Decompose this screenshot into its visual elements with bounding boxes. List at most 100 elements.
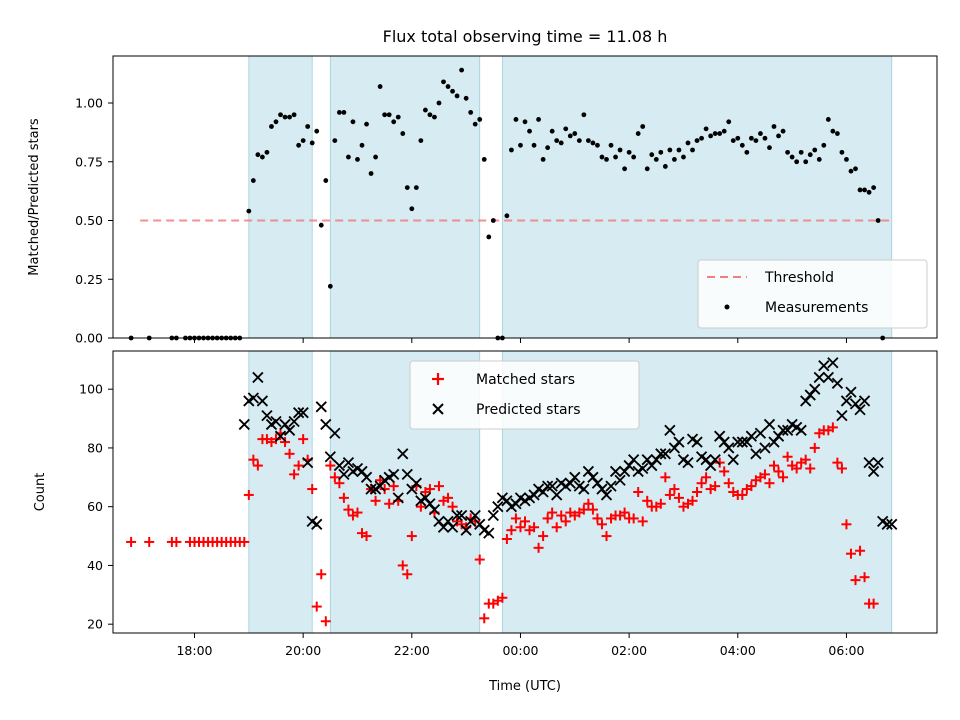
measurement-point — [694, 138, 700, 144]
measurement-point — [314, 128, 320, 134]
measurement-point — [681, 154, 686, 160]
measurement-point — [672, 157, 677, 162]
measurement-point — [649, 152, 655, 158]
predicted-point — [605, 480, 617, 492]
matched-point — [782, 451, 793, 462]
predicted-point — [501, 495, 513, 507]
predicted-point — [781, 424, 794, 436]
matched-point — [859, 572, 870, 583]
matched-point — [338, 492, 349, 503]
measurement-point — [844, 157, 849, 162]
measurement-point — [631, 154, 637, 160]
measurement-point — [454, 93, 460, 99]
matched-point — [836, 463, 847, 474]
predicted-point — [637, 462, 649, 475]
predicted-point — [410, 477, 422, 489]
predicted-point — [465, 515, 477, 528]
matched-point — [791, 463, 802, 474]
legend-predicted-swatch — [432, 403, 444, 415]
legend-measurements-swatch — [724, 304, 730, 310]
matched-point — [447, 501, 458, 512]
measurement-point — [771, 124, 777, 129]
measurement-point — [305, 124, 311, 129]
measurement-point — [776, 133, 781, 139]
predicted-point — [727, 454, 739, 466]
top-y-ticks: 0.00 0.25 0.50 0.75 1.00 — [75, 96, 113, 346]
matched-point — [284, 448, 295, 459]
matched-point — [424, 484, 435, 495]
matched-point — [506, 525, 517, 536]
predicted-point — [437, 521, 450, 533]
predicted-point — [872, 456, 884, 469]
predicted-point — [492, 501, 504, 513]
predicted-point — [274, 430, 287, 442]
top-panel: 0.00 0.25 0.50 0.75 1.00 Flux total observin… — [27, 27, 938, 346]
measurement-point — [373, 154, 378, 160]
matched-point — [746, 481, 757, 492]
measurement-point — [291, 112, 297, 118]
predicted-point — [483, 527, 495, 539]
predicted-point — [433, 515, 445, 528]
bottom-legend: Matched stars Predicted stars — [409, 360, 640, 430]
y-tick-label: 80 — [87, 440, 103, 455]
predicted-point — [664, 424, 676, 436]
predicted-point — [587, 471, 599, 483]
measurement-point — [459, 67, 465, 73]
measurement-point — [409, 206, 415, 212]
matched-point — [298, 434, 309, 445]
matched-point — [578, 504, 589, 515]
bottom-y-axis-label: Count — [33, 473, 48, 512]
measurement-point — [767, 145, 772, 151]
y-tick-label: 0.75 — [75, 154, 103, 169]
matched-point — [311, 601, 322, 612]
matched-point — [144, 536, 155, 547]
matched-point — [397, 560, 408, 571]
measurement-point — [794, 159, 800, 165]
matched-point — [587, 504, 598, 515]
matched-point — [243, 489, 254, 500]
predicted-point — [406, 483, 418, 495]
predicted-point — [261, 409, 273, 422]
measurement-point — [377, 84, 383, 89]
predicted-point — [623, 459, 635, 472]
matched-point — [307, 484, 318, 495]
measurement-point — [762, 135, 768, 141]
predicted-point — [813, 371, 825, 384]
measurement-point — [839, 149, 845, 155]
matched-point — [280, 437, 291, 448]
matched-point — [497, 592, 508, 603]
y-tick-label: 100 — [79, 382, 103, 397]
y-tick-label: 20 — [87, 617, 103, 632]
measurement-point — [323, 178, 329, 183]
measurement-point — [608, 142, 614, 148]
matched-point — [642, 495, 653, 506]
predicted-point — [365, 483, 377, 495]
predicted-point — [827, 357, 839, 369]
predicted-point — [881, 518, 893, 530]
predicted-point — [723, 442, 735, 454]
bottom-axes-frame — [112, 350, 938, 634]
predicted-point — [510, 498, 522, 510]
measurement-point — [368, 171, 374, 176]
measurement-point — [830, 128, 836, 134]
predicted-point — [455, 509, 468, 522]
measurement-point — [359, 142, 365, 148]
matched-point — [361, 531, 372, 542]
predicted-point — [578, 483, 590, 495]
y-tick-label: 0.50 — [75, 213, 103, 228]
matched-point — [239, 536, 250, 547]
measurement-point — [477, 117, 483, 122]
matched-point — [841, 519, 852, 530]
matched-stars-series — [126, 422, 879, 627]
matched-point — [560, 516, 571, 527]
x-tick-label: 06:00 — [828, 643, 864, 658]
matched-point — [370, 495, 381, 506]
observing-window — [248, 55, 313, 339]
measurement-point — [350, 119, 356, 125]
measurement-point — [735, 135, 741, 141]
measurement-point — [581, 112, 587, 118]
measurement-point — [758, 131, 763, 136]
chart-title: Flux total observing time = 11.08 h — [383, 27, 668, 46]
measurement-point — [807, 152, 813, 158]
measurement-point — [703, 126, 709, 132]
